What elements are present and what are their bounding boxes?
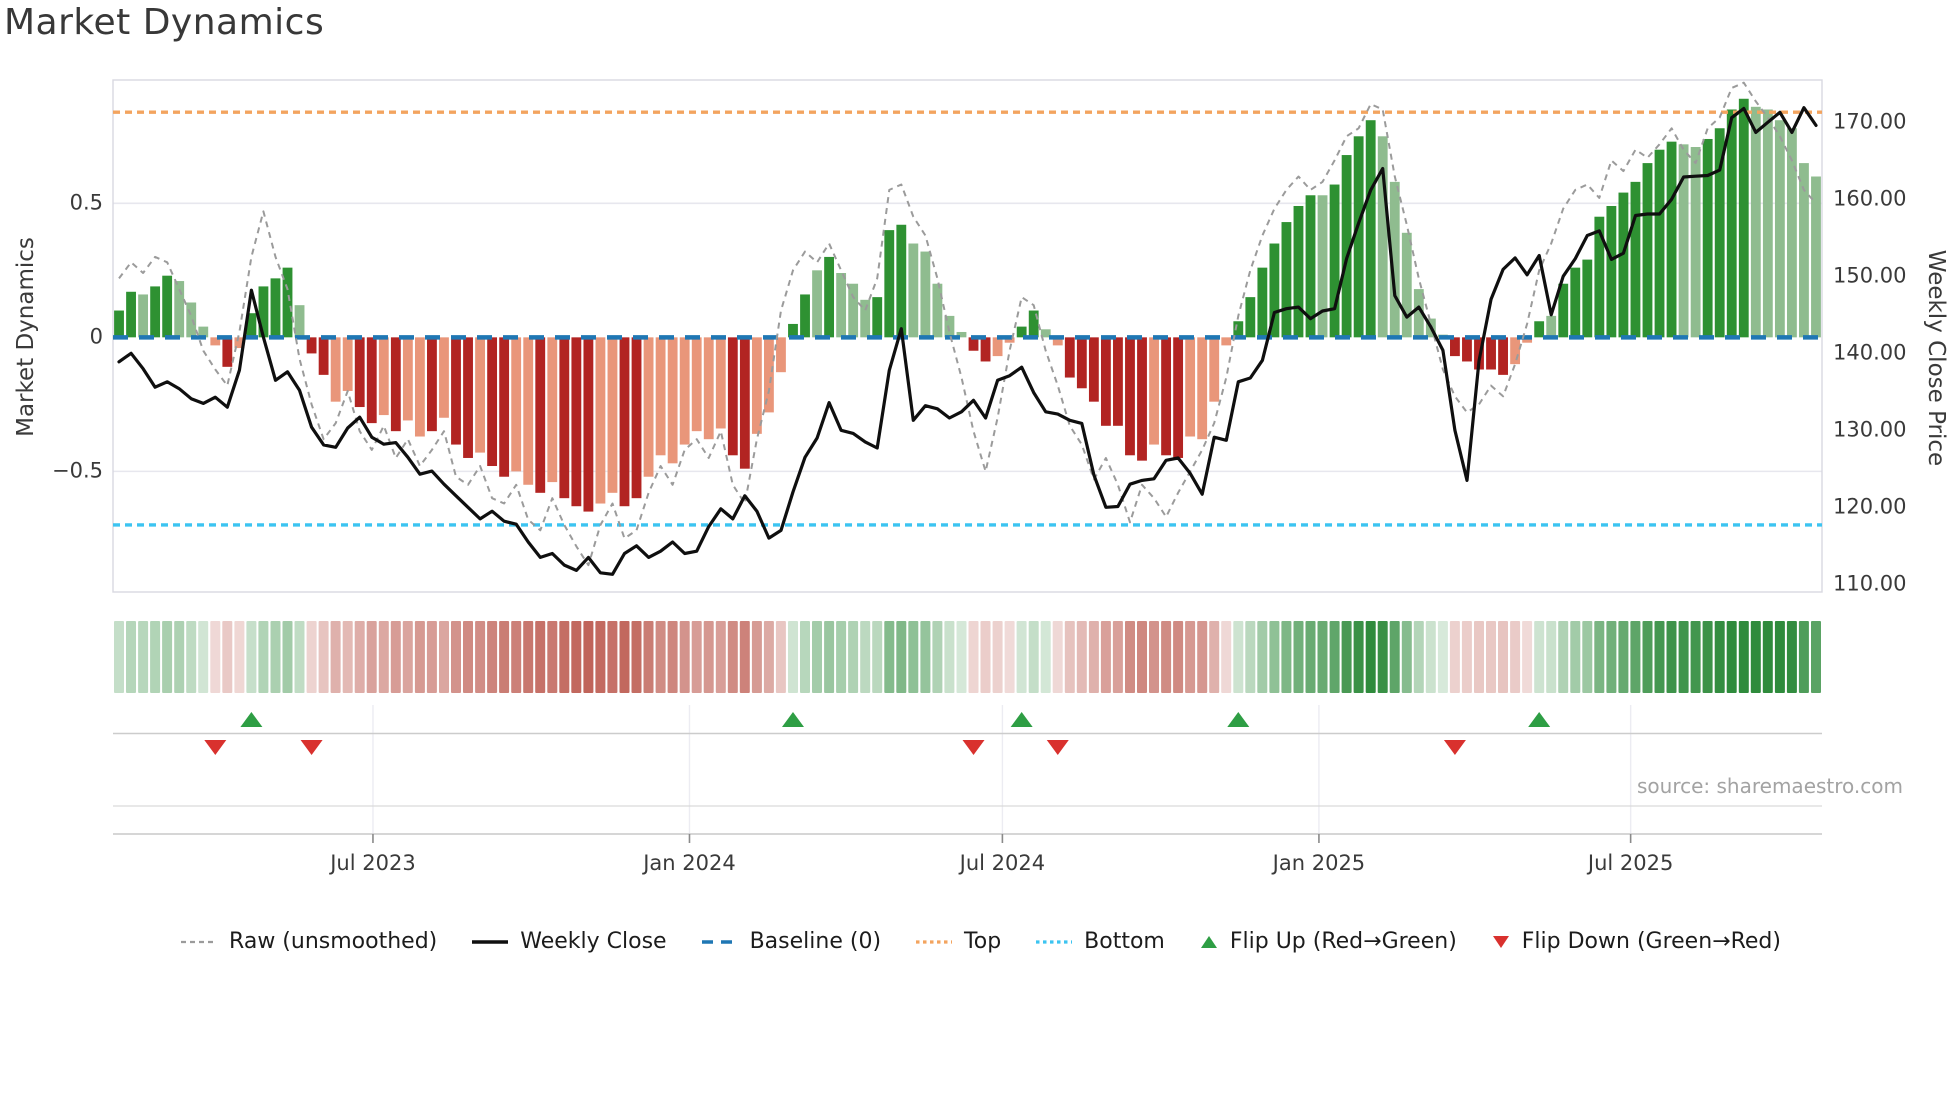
y-tick-right: 140.00 (1833, 340, 1906, 364)
y-tick-left: 0.5 (70, 190, 103, 214)
source-credit: source: sharemaestro.com (1637, 774, 1903, 798)
y-axis-right-ticks: 170.00 160.00 150.00 140.00 130.00 120.00 110.… (1833, 109, 1906, 595)
flip-up-marker (240, 712, 263, 727)
legend-label: Bottom (1084, 929, 1165, 954)
reference-lines (113, 110, 1822, 527)
dotted-line-icon (1036, 939, 1073, 944)
x-tick-label: Jul 2025 (1586, 851, 1673, 875)
y-axis-label-left: Market Dynamics (13, 237, 39, 437)
y-tick-left: 0 (90, 324, 103, 348)
y-tick-right: 170.00 (1833, 109, 1906, 133)
chart-legend: Raw (unsmoothed) Weekly Close Baseline (0)… (0, 929, 1960, 954)
dotted-line-icon (916, 939, 953, 944)
flip-up-marker (1528, 712, 1551, 727)
legend-label: Flip Up (Red→Green) (1229, 929, 1457, 954)
legend-label: Top (964, 929, 1002, 954)
flip-down-marker (204, 740, 227, 755)
y-tick-left: −0.5 (52, 458, 103, 482)
x-tick-label: Jan 2025 (1271, 851, 1366, 875)
y-tick-right: 160.00 (1833, 186, 1906, 210)
x-tick-label: Jan 2024 (641, 851, 736, 875)
weekly-close-line (117, 106, 1818, 576)
legend-item-bottom: Bottom (1034, 929, 1165, 954)
flip-down-marker (962, 740, 985, 755)
legend-label: Baseline (0) (749, 929, 882, 954)
legend-item-raw: Raw (unsmoothed) (179, 929, 437, 954)
legend-label: Raw (unsmoothed) (229, 929, 438, 954)
flip-up-marker (1010, 712, 1033, 727)
long-dash-line-icon (701, 939, 738, 944)
flip-up-marker (781, 712, 804, 727)
legend-label: Weekly Close (520, 929, 667, 954)
y-axis-label-right: Weekly Close Price (1923, 249, 1949, 467)
triangle-down-icon (1492, 935, 1509, 948)
x-axis: Jul 2023 Jan 2024 Jul 2024 Jan 2025 Jul 2025 (113, 805, 1822, 875)
flip-down-marker (300, 740, 323, 755)
y-tick-right: 150.00 (1833, 263, 1906, 287)
flip-up-marker (1227, 712, 1250, 727)
legend-item-baseline: Baseline (0) (700, 929, 881, 954)
x-tick-label: Jul 2023 (328, 851, 415, 875)
y-tick-right: 110.00 (1833, 571, 1906, 595)
x-tick-label: Jul 2024 (958, 851, 1045, 875)
legend-item-close: Weekly Close (470, 929, 667, 954)
y-axis-left-ticks: 0.5 0 −0.5 (52, 190, 103, 482)
oscillator-bars (114, 98, 1821, 512)
triangle-up-icon (1200, 935, 1217, 948)
legend-item-top: Top (914, 929, 1001, 954)
flip-down-marker (1046, 740, 1069, 755)
page-title: Market Dynamics (4, 2, 325, 43)
gridlines (112, 79, 1823, 834)
solid-line-icon (472, 939, 509, 944)
y-tick-right: 120.00 (1833, 494, 1906, 518)
flip-markers (113, 712, 1822, 755)
flip-down-marker (1443, 740, 1466, 755)
legend-item-flip-down: Flip Down (Green→Red) (1490, 929, 1781, 954)
y-tick-right: 130.00 (1833, 417, 1906, 441)
heatmap-strip (114, 621, 1821, 693)
dashed-line-icon (181, 940, 218, 943)
legend-item-flip-up: Flip Up (Red→Green) (1198, 929, 1457, 954)
legend-label: Flip Down (Green→Red) (1521, 929, 1781, 954)
